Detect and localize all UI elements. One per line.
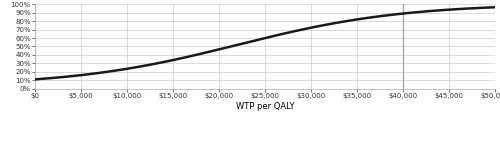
Legend: CEAC, Threshold: CEAC, Threshold xyxy=(196,140,334,143)
X-axis label: WTP per QALY: WTP per QALY xyxy=(236,102,294,111)
